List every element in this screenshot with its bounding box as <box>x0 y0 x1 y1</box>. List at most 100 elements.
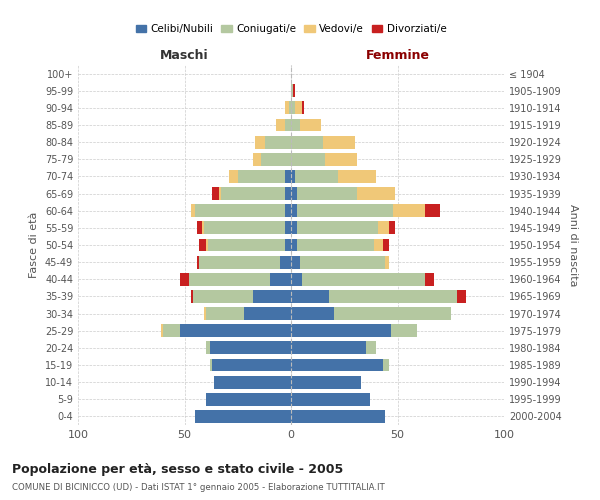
Bar <box>383 358 389 372</box>
Bar <box>291 324 391 337</box>
Bar <box>199 256 280 268</box>
Bar <box>291 307 334 320</box>
Bar <box>295 170 338 183</box>
Bar <box>206 342 210 354</box>
Bar <box>291 393 370 406</box>
Bar <box>284 238 291 252</box>
Bar <box>284 204 291 217</box>
Bar <box>265 136 291 148</box>
Bar <box>334 307 451 320</box>
Bar <box>206 238 208 252</box>
Bar <box>291 187 298 200</box>
Bar <box>202 222 203 234</box>
Bar <box>457 290 466 303</box>
Bar <box>291 204 298 217</box>
Bar <box>253 153 261 166</box>
Bar <box>284 187 291 200</box>
Bar <box>291 376 361 388</box>
Bar <box>302 273 425 285</box>
Bar <box>214 376 291 388</box>
Bar <box>229 170 238 183</box>
Bar <box>284 170 291 183</box>
Bar <box>298 204 393 217</box>
Bar <box>291 290 329 303</box>
Bar <box>291 118 299 132</box>
Y-axis label: Anni di nascita: Anni di nascita <box>568 204 578 286</box>
Bar <box>325 153 357 166</box>
Bar <box>302 102 304 114</box>
Bar <box>284 222 291 234</box>
Bar <box>391 324 416 337</box>
Bar <box>291 102 295 114</box>
Bar <box>357 187 395 200</box>
Bar <box>291 222 298 234</box>
Bar <box>197 256 199 268</box>
Y-axis label: Fasce di età: Fasce di età <box>29 212 39 278</box>
Text: COMUNE DI BICINICCO (UD) - Dati ISTAT 1° gennaio 2005 - Elaborazione TUTTITALIA.: COMUNE DI BICINICCO (UD) - Dati ISTAT 1°… <box>12 482 385 492</box>
Bar <box>210 358 212 372</box>
Bar <box>393 204 425 217</box>
Text: Femmine: Femmine <box>365 50 430 62</box>
Bar <box>270 273 291 285</box>
Bar <box>338 170 376 183</box>
Bar <box>199 238 206 252</box>
Bar <box>261 153 291 166</box>
Bar <box>210 342 291 354</box>
Bar <box>289 102 291 114</box>
Bar <box>298 238 374 252</box>
Bar <box>291 153 325 166</box>
Bar <box>280 256 291 268</box>
Bar <box>374 238 383 252</box>
Bar <box>255 136 265 148</box>
Bar <box>385 256 389 268</box>
Bar <box>284 102 289 114</box>
Bar <box>276 118 284 132</box>
Bar <box>298 222 379 234</box>
Bar <box>291 358 383 372</box>
Bar <box>293 84 295 97</box>
Bar <box>298 187 357 200</box>
Bar <box>206 307 244 320</box>
Bar <box>197 222 202 234</box>
Bar <box>299 118 321 132</box>
Text: Popolazione per età, sesso e stato civile - 2005: Popolazione per età, sesso e stato civil… <box>12 462 343 475</box>
Bar <box>193 290 253 303</box>
Bar <box>191 204 195 217</box>
Bar <box>191 290 193 303</box>
Bar <box>291 273 302 285</box>
Bar <box>203 307 206 320</box>
Bar <box>389 222 395 234</box>
Bar <box>323 136 355 148</box>
Bar <box>180 324 291 337</box>
Bar <box>383 238 389 252</box>
Bar <box>180 273 189 285</box>
Bar <box>203 222 284 234</box>
Bar <box>291 238 298 252</box>
Bar <box>425 204 440 217</box>
Bar <box>291 342 365 354</box>
Bar <box>365 342 376 354</box>
Bar <box>208 238 284 252</box>
Bar <box>291 410 385 423</box>
Text: Maschi: Maschi <box>160 50 209 62</box>
Bar <box>329 290 457 303</box>
Bar <box>379 222 389 234</box>
Bar <box>291 170 295 183</box>
Bar <box>299 256 385 268</box>
Bar <box>195 204 284 217</box>
Bar <box>195 410 291 423</box>
Bar <box>244 307 291 320</box>
Bar <box>189 273 270 285</box>
Bar <box>291 136 323 148</box>
Bar <box>291 256 299 268</box>
Bar <box>161 324 163 337</box>
Bar <box>291 84 293 97</box>
Bar <box>212 187 218 200</box>
Bar <box>238 170 284 183</box>
Legend: Celibi/Nubili, Coniugati/e, Vedovi/e, Divorziati/e: Celibi/Nubili, Coniugati/e, Vedovi/e, Di… <box>131 20 451 38</box>
Bar <box>206 393 291 406</box>
Bar <box>212 358 291 372</box>
Bar <box>284 118 291 132</box>
Bar <box>218 187 221 200</box>
Bar <box>163 324 180 337</box>
